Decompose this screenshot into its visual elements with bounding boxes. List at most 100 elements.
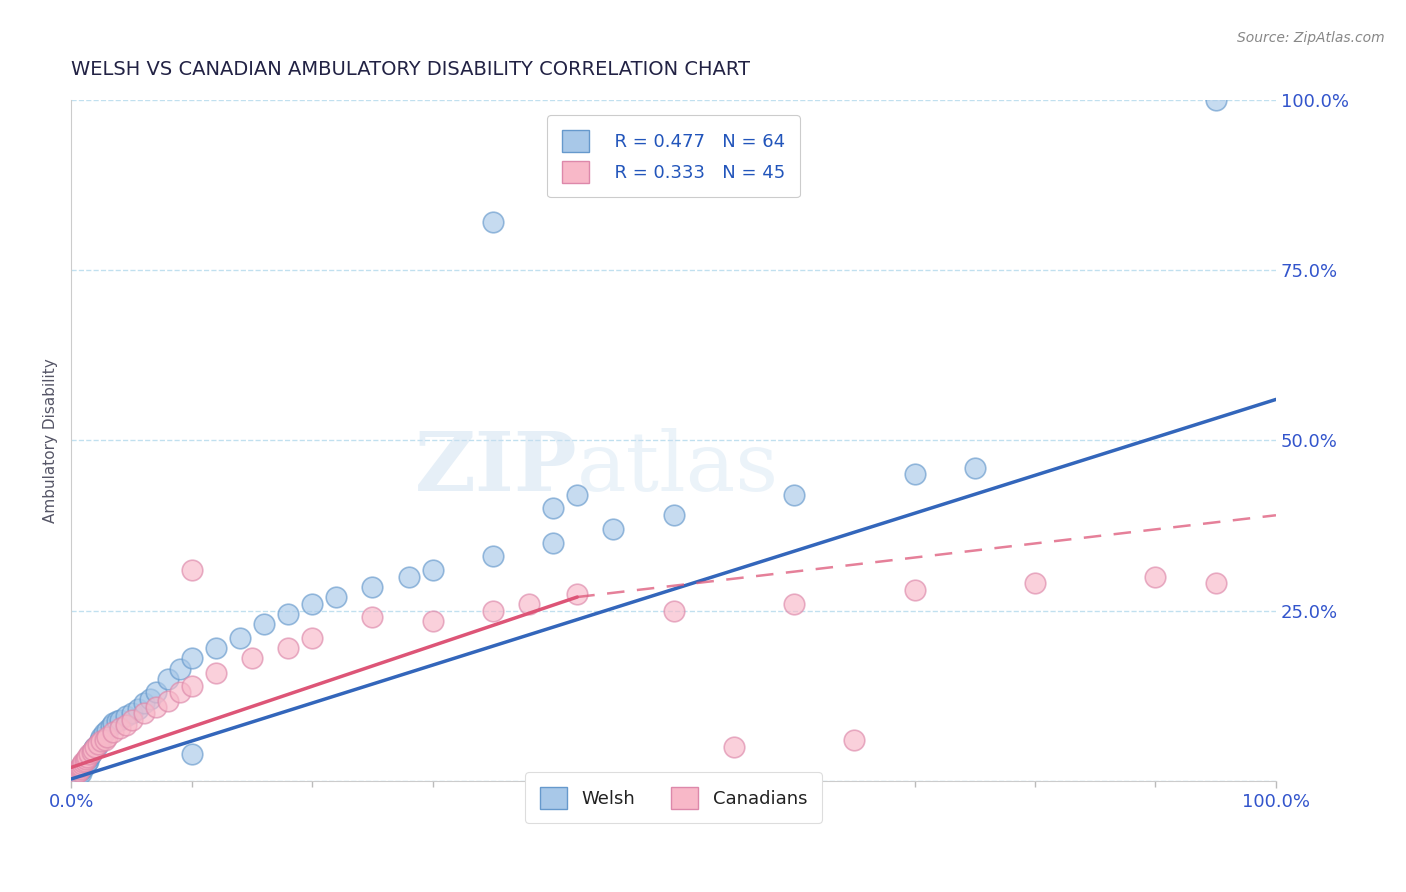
Point [180, 747, 202, 761]
Point [66, 765, 89, 780]
Point [70, 759, 93, 773]
Point [723, 739, 745, 754]
Point [89, 733, 111, 747]
Point [70, 760, 93, 774]
Text: Source: ZipAtlas.com: Source: ZipAtlas.com [1237, 31, 1385, 45]
Point [70, 756, 93, 771]
Point [108, 713, 131, 727]
Point [76, 752, 98, 766]
Point [114, 709, 136, 723]
Text: ZIP: ZIP [415, 427, 578, 508]
Point [903, 583, 925, 598]
Point [301, 597, 323, 611]
Point [69, 762, 91, 776]
Point [277, 607, 299, 621]
Point [325, 590, 347, 604]
Point [138, 692, 160, 706]
Point [180, 563, 202, 577]
Point [229, 631, 252, 645]
Point [180, 679, 202, 693]
Point [1144, 569, 1167, 583]
Point [84, 739, 107, 754]
Point [86, 739, 108, 753]
Point [75, 756, 97, 771]
Point [70, 762, 93, 776]
Point [93, 726, 115, 740]
Point [72, 756, 94, 771]
Point [132, 696, 155, 710]
Point [145, 700, 167, 714]
Point [67, 765, 90, 780]
Point [156, 672, 179, 686]
Point [121, 706, 143, 720]
Point [567, 488, 589, 502]
Point [69, 762, 91, 776]
Point [105, 714, 128, 728]
Point [96, 730, 118, 744]
Point [180, 651, 202, 665]
Point [70, 759, 93, 773]
Point [66, 767, 89, 781]
Point [169, 662, 191, 676]
Y-axis label: Ambulatory Disability: Ambulatory Disability [44, 358, 58, 523]
Point [103, 716, 125, 731]
Point [361, 580, 384, 594]
Point [662, 604, 685, 618]
Point [1024, 576, 1046, 591]
Point [73, 754, 96, 768]
Point [253, 617, 276, 632]
Point [103, 725, 125, 739]
Point [72, 760, 94, 774]
Point [482, 549, 505, 563]
Point [783, 488, 806, 502]
Point [96, 723, 118, 737]
Text: atlas: atlas [578, 427, 779, 508]
Point [662, 508, 685, 523]
Point [482, 215, 505, 229]
Point [567, 586, 589, 600]
Point [963, 460, 986, 475]
Point [145, 685, 167, 699]
Point [422, 563, 444, 577]
Point [132, 706, 155, 720]
Point [79, 750, 101, 764]
Point [100, 719, 122, 733]
Point [73, 759, 96, 773]
Point [1205, 576, 1227, 591]
Point [84, 739, 107, 754]
Point [517, 597, 540, 611]
Point [277, 641, 299, 656]
Point [76, 750, 98, 764]
Point [75, 752, 97, 766]
Point [240, 651, 263, 665]
Point [398, 569, 420, 583]
Point [79, 747, 101, 761]
Point [69, 764, 91, 778]
Point [121, 713, 143, 727]
Point [70, 765, 93, 780]
Legend: Welsh, Canadians: Welsh, Canadians [526, 772, 821, 823]
Point [541, 535, 564, 549]
Point [80, 745, 103, 759]
Point [482, 604, 505, 618]
Point [422, 614, 444, 628]
Point [87, 737, 110, 751]
Point [114, 718, 136, 732]
Point [72, 755, 94, 769]
Point [169, 685, 191, 699]
Point [80, 745, 103, 759]
Point [82, 743, 104, 757]
Point [87, 737, 110, 751]
Point [73, 755, 96, 769]
Point [77, 754, 100, 768]
Point [75, 754, 97, 768]
Point [903, 467, 925, 482]
Point [127, 702, 149, 716]
Point [156, 693, 179, 707]
Point [79, 748, 101, 763]
Point [83, 741, 105, 756]
Text: WELSH VS CANADIAN AMBULATORY DISABILITY CORRELATION CHART: WELSH VS CANADIAN AMBULATORY DISABILITY … [72, 60, 751, 78]
Point [301, 631, 323, 645]
Point [205, 666, 228, 681]
Point [90, 730, 112, 744]
